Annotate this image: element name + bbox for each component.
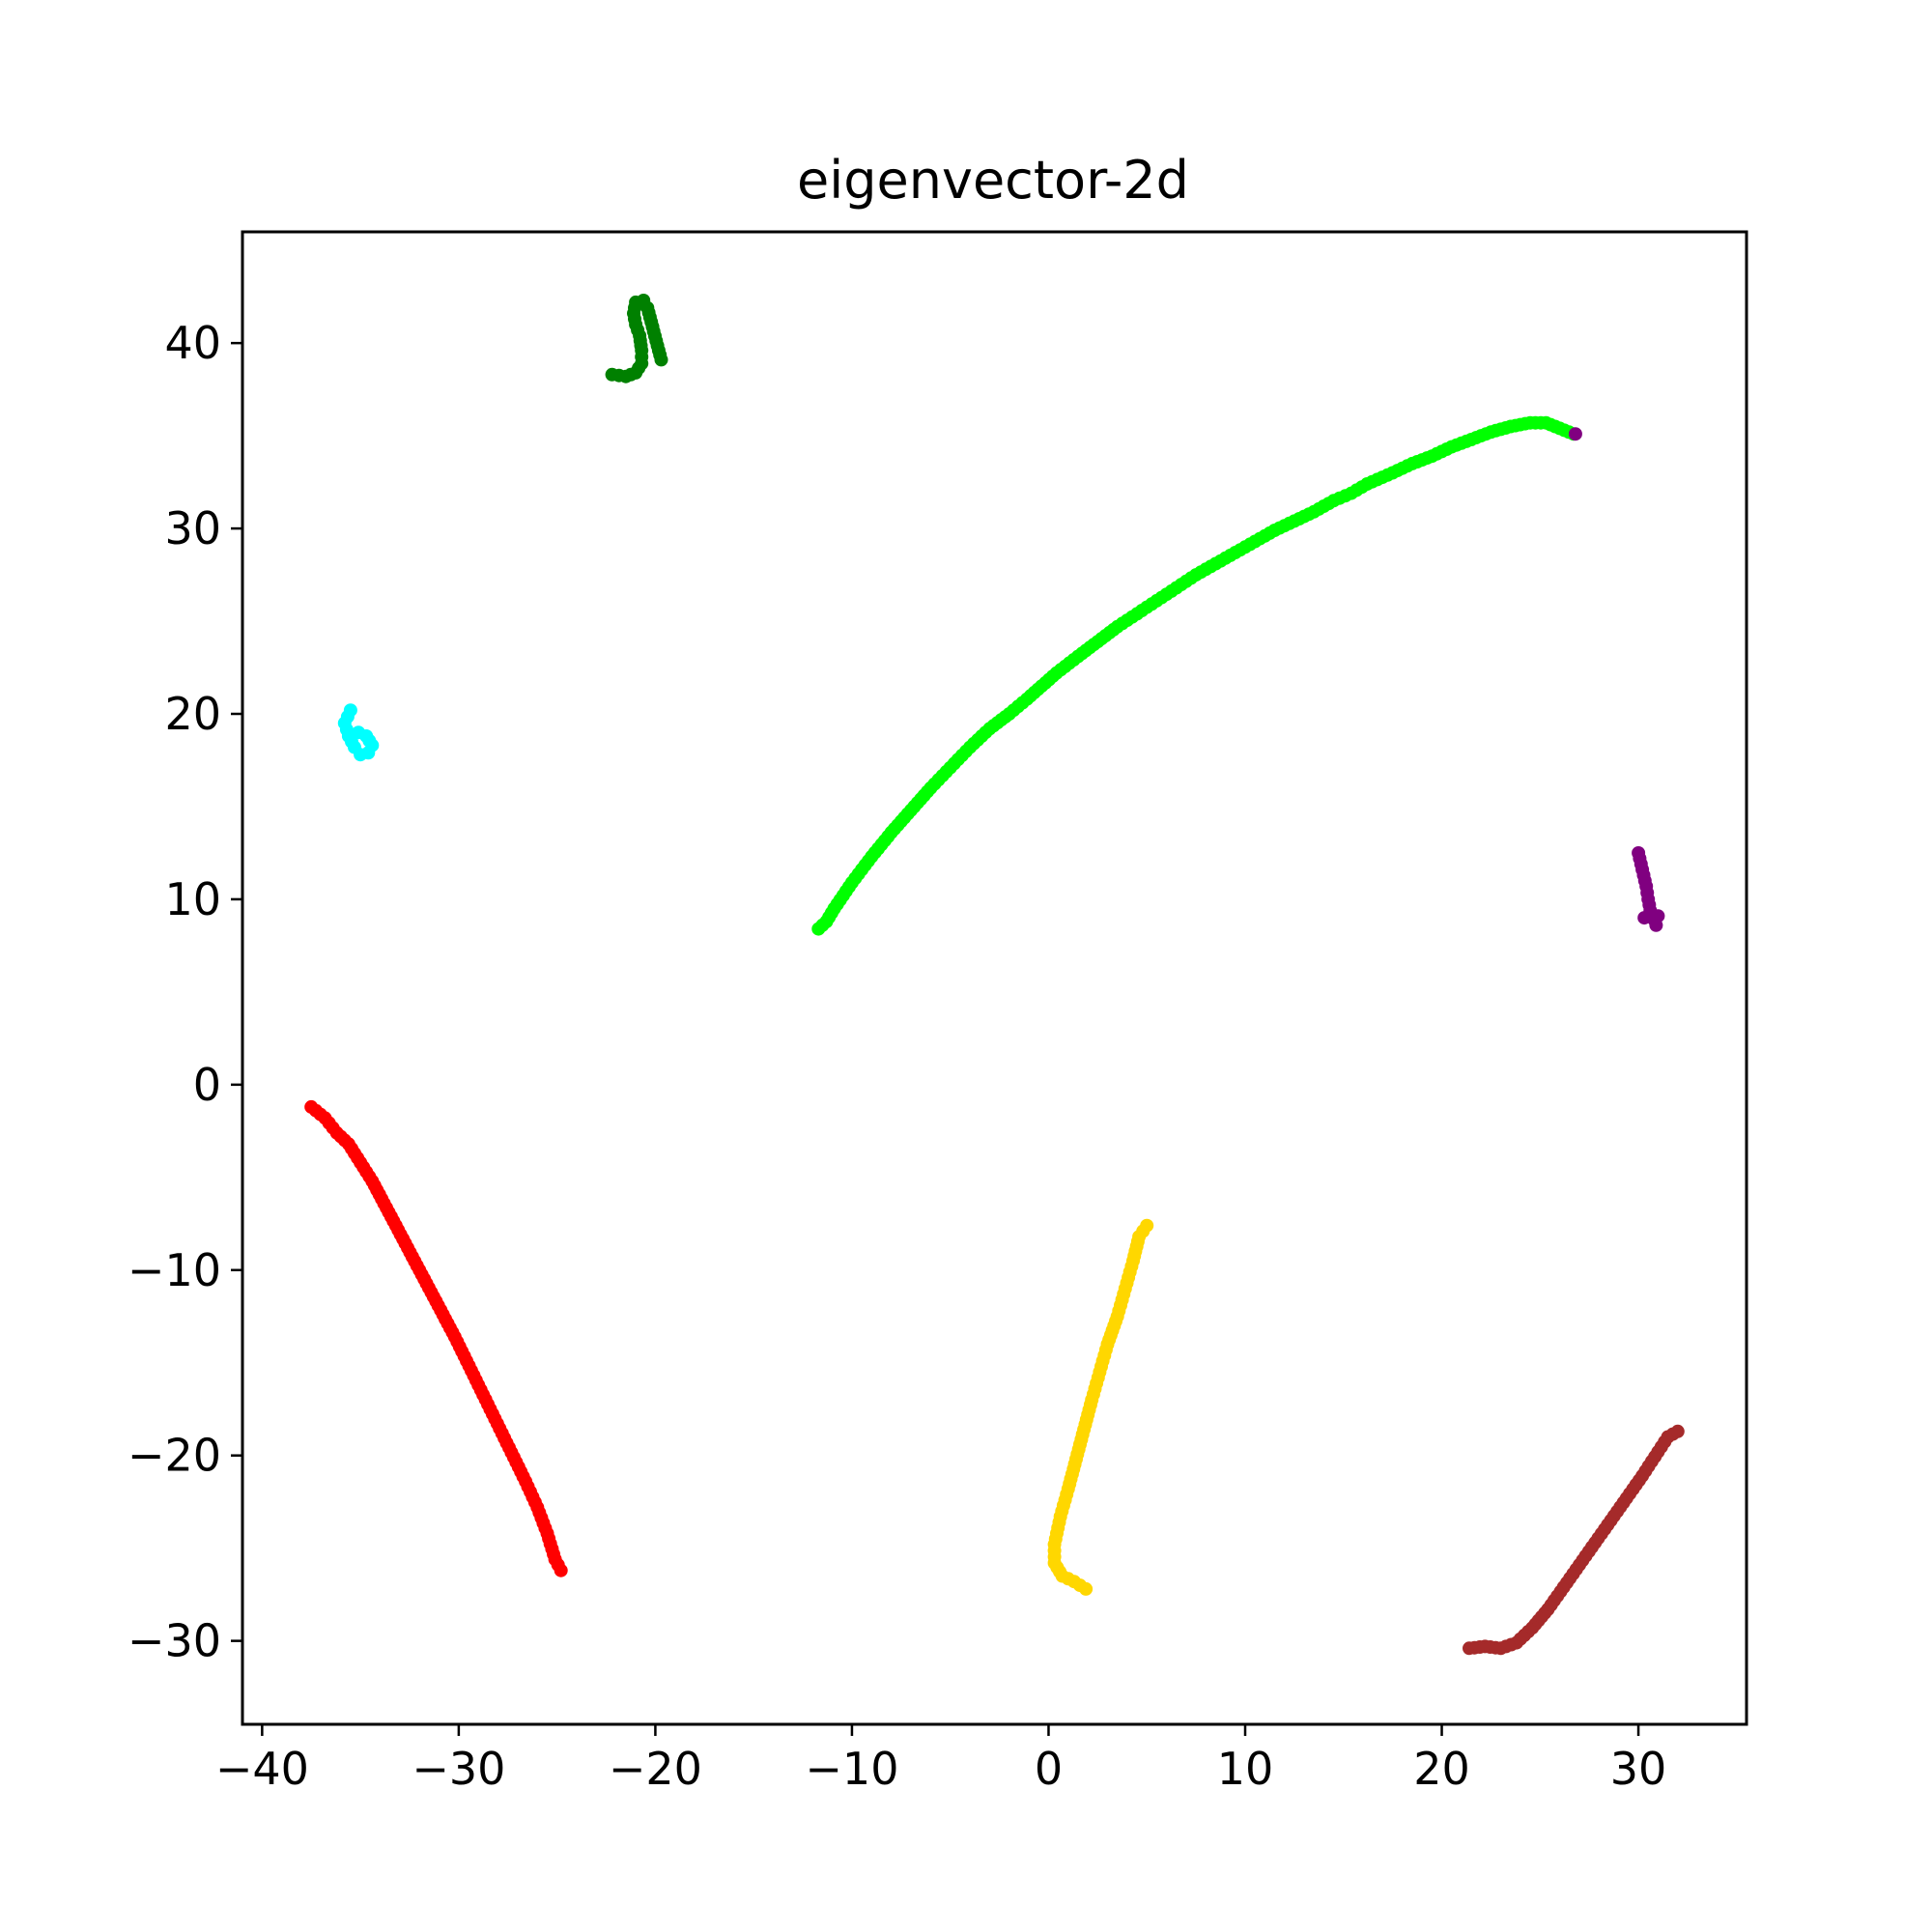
x-tick-label: −40 bbox=[215, 1743, 309, 1795]
series-brown bbox=[1463, 1424, 1685, 1656]
data-point bbox=[1670, 1424, 1685, 1438]
series-layer bbox=[304, 294, 1685, 1656]
series-purple bbox=[1568, 427, 1665, 932]
y-tick-label: −10 bbox=[128, 1244, 221, 1296]
y-tick-label: −20 bbox=[128, 1430, 221, 1482]
data-point bbox=[554, 1563, 568, 1577]
x-axis-ticks: −40 −30 −20 −10 0 10 20 30 bbox=[215, 1724, 1667, 1795]
data-point bbox=[1637, 911, 1652, 925]
series-cyan bbox=[337, 703, 380, 762]
x-tick-label: −20 bbox=[609, 1743, 702, 1795]
data-point bbox=[352, 725, 366, 740]
chart-title: eigenvector-2d bbox=[797, 150, 1189, 211]
series-green bbox=[605, 294, 668, 384]
x-tick-label: 0 bbox=[1035, 1743, 1063, 1795]
data-point bbox=[654, 353, 668, 367]
data-point bbox=[1079, 1581, 1094, 1596]
y-axis-ticks: −30 −20 −10 0 10 20 30 40 bbox=[128, 317, 242, 1667]
plot-frame bbox=[241, 230, 1748, 1726]
x-tick-label: 10 bbox=[1217, 1743, 1274, 1795]
data-point bbox=[1568, 427, 1582, 441]
series-gold bbox=[1047, 1218, 1154, 1596]
x-tick-label: −30 bbox=[412, 1743, 505, 1795]
y-tick-label: 40 bbox=[164, 317, 221, 369]
y-tick-label: 20 bbox=[164, 688, 221, 740]
series-red bbox=[304, 1099, 568, 1577]
y-tick-label: −30 bbox=[128, 1615, 221, 1667]
y-tick-label: 0 bbox=[193, 1059, 221, 1111]
x-tick-label: 20 bbox=[1413, 1743, 1470, 1795]
y-tick-label: 10 bbox=[164, 873, 221, 925]
x-tick-label: −10 bbox=[805, 1743, 898, 1795]
series-lime bbox=[811, 415, 1580, 936]
y-tick-label: 30 bbox=[164, 502, 221, 554]
x-tick-label: 30 bbox=[1610, 1743, 1667, 1795]
